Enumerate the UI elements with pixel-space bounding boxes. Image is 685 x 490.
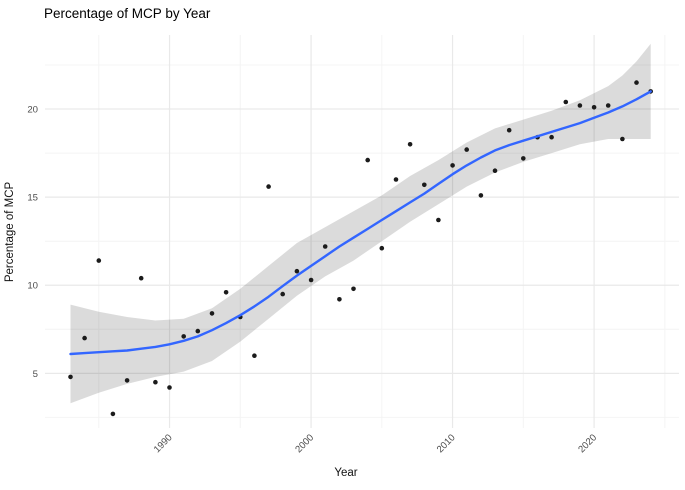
scatter-point	[294, 268, 300, 274]
scatter-point	[464, 147, 470, 152]
scatter-point	[110, 411, 116, 417]
scatter-point	[407, 142, 413, 147]
scatter-point	[266, 184, 271, 189]
scatter-point	[591, 105, 597, 110]
trend-line	[69, 90, 652, 356]
scatter-point	[322, 244, 328, 249]
scatter-point	[634, 80, 639, 85]
scatter-point	[506, 127, 512, 133]
scatter-point	[82, 335, 87, 341]
scatter-point	[308, 277, 314, 283]
y-axis-title: Percentage of MCP	[4, 181, 16, 282]
scatter-point	[337, 297, 342, 302]
scatter-point	[492, 168, 498, 173]
scatter-point	[167, 385, 172, 390]
scatter-point	[124, 378, 130, 383]
scatter-point	[96, 258, 102, 263]
scatter-point	[365, 157, 371, 163]
x-axis-title: Year	[334, 467, 357, 479]
scatter-point	[138, 275, 144, 281]
scatter-point	[223, 290, 229, 295]
scatter-point	[68, 374, 73, 380]
scatter-point	[181, 334, 186, 339]
y-tick-label: 15	[27, 193, 38, 204]
scatter-point	[209, 311, 215, 316]
scatter-points-layer	[68, 80, 653, 417]
scatter-point	[436, 217, 441, 223]
y-tick-label: 5	[33, 369, 38, 380]
y-tick-label: 20	[27, 104, 38, 115]
y-tick-label: 10	[27, 281, 38, 292]
scatter-point	[478, 193, 484, 198]
scatter-point	[393, 177, 399, 182]
scatter-point	[280, 291, 286, 297]
confidence-band	[70, 43, 651, 404]
grid-layer	[45, 35, 679, 428]
scatter-point	[195, 328, 201, 334]
scatter-point	[351, 286, 356, 292]
confidence-band-layer	[70, 43, 651, 404]
scatter-point	[605, 103, 611, 108]
scatter-point	[252, 353, 257, 359]
scatter-point	[577, 103, 583, 108]
scatter-point	[521, 156, 526, 161]
scatter-point	[379, 245, 385, 251]
scatter-point	[563, 99, 569, 105]
x-tick-label: 2010	[435, 432, 458, 455]
scatter-point	[549, 134, 554, 140]
chart-title: Percentage of MCP by Year	[44, 6, 211, 21]
x-tick-label: 2020	[576, 432, 599, 455]
scatter-point	[422, 182, 427, 188]
scatter-point	[620, 136, 625, 142]
scatter-point	[153, 379, 158, 385]
scatter-point	[450, 163, 455, 168]
x-tick-label: 2000	[293, 432, 316, 455]
x-tick-label: 1990	[152, 432, 175, 455]
trend-line-layer	[69, 90, 652, 356]
